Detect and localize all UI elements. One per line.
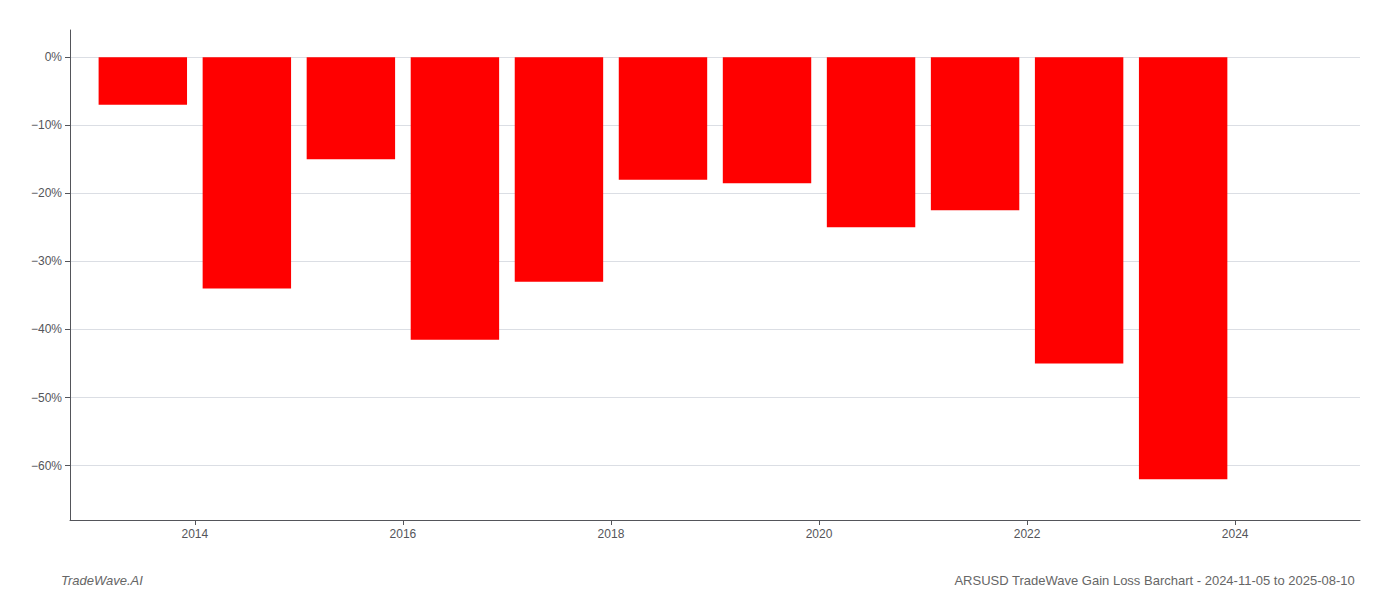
svg-text:ARSUSD TradeWave Gain Loss Bar: ARSUSD TradeWave Gain Loss Barchart - 20… xyxy=(954,573,1354,588)
svg-text:−60%: −60% xyxy=(31,459,62,473)
svg-text:2014: 2014 xyxy=(181,527,208,541)
svg-text:2018: 2018 xyxy=(598,527,625,541)
svg-text:0%: 0% xyxy=(45,50,63,64)
svg-text:2020: 2020 xyxy=(806,527,833,541)
svg-text:−10%: −10% xyxy=(31,118,62,132)
svg-text:TradeWave.AI: TradeWave.AI xyxy=(61,573,143,588)
svg-text:−40%: −40% xyxy=(31,322,62,336)
svg-text:−30%: −30% xyxy=(31,254,62,268)
svg-text:−20%: −20% xyxy=(31,186,62,200)
svg-text:2016: 2016 xyxy=(390,527,417,541)
svg-text:−50%: −50% xyxy=(31,391,62,405)
svg-text:2022: 2022 xyxy=(1014,527,1041,541)
svg-text:2024: 2024 xyxy=(1222,527,1249,541)
